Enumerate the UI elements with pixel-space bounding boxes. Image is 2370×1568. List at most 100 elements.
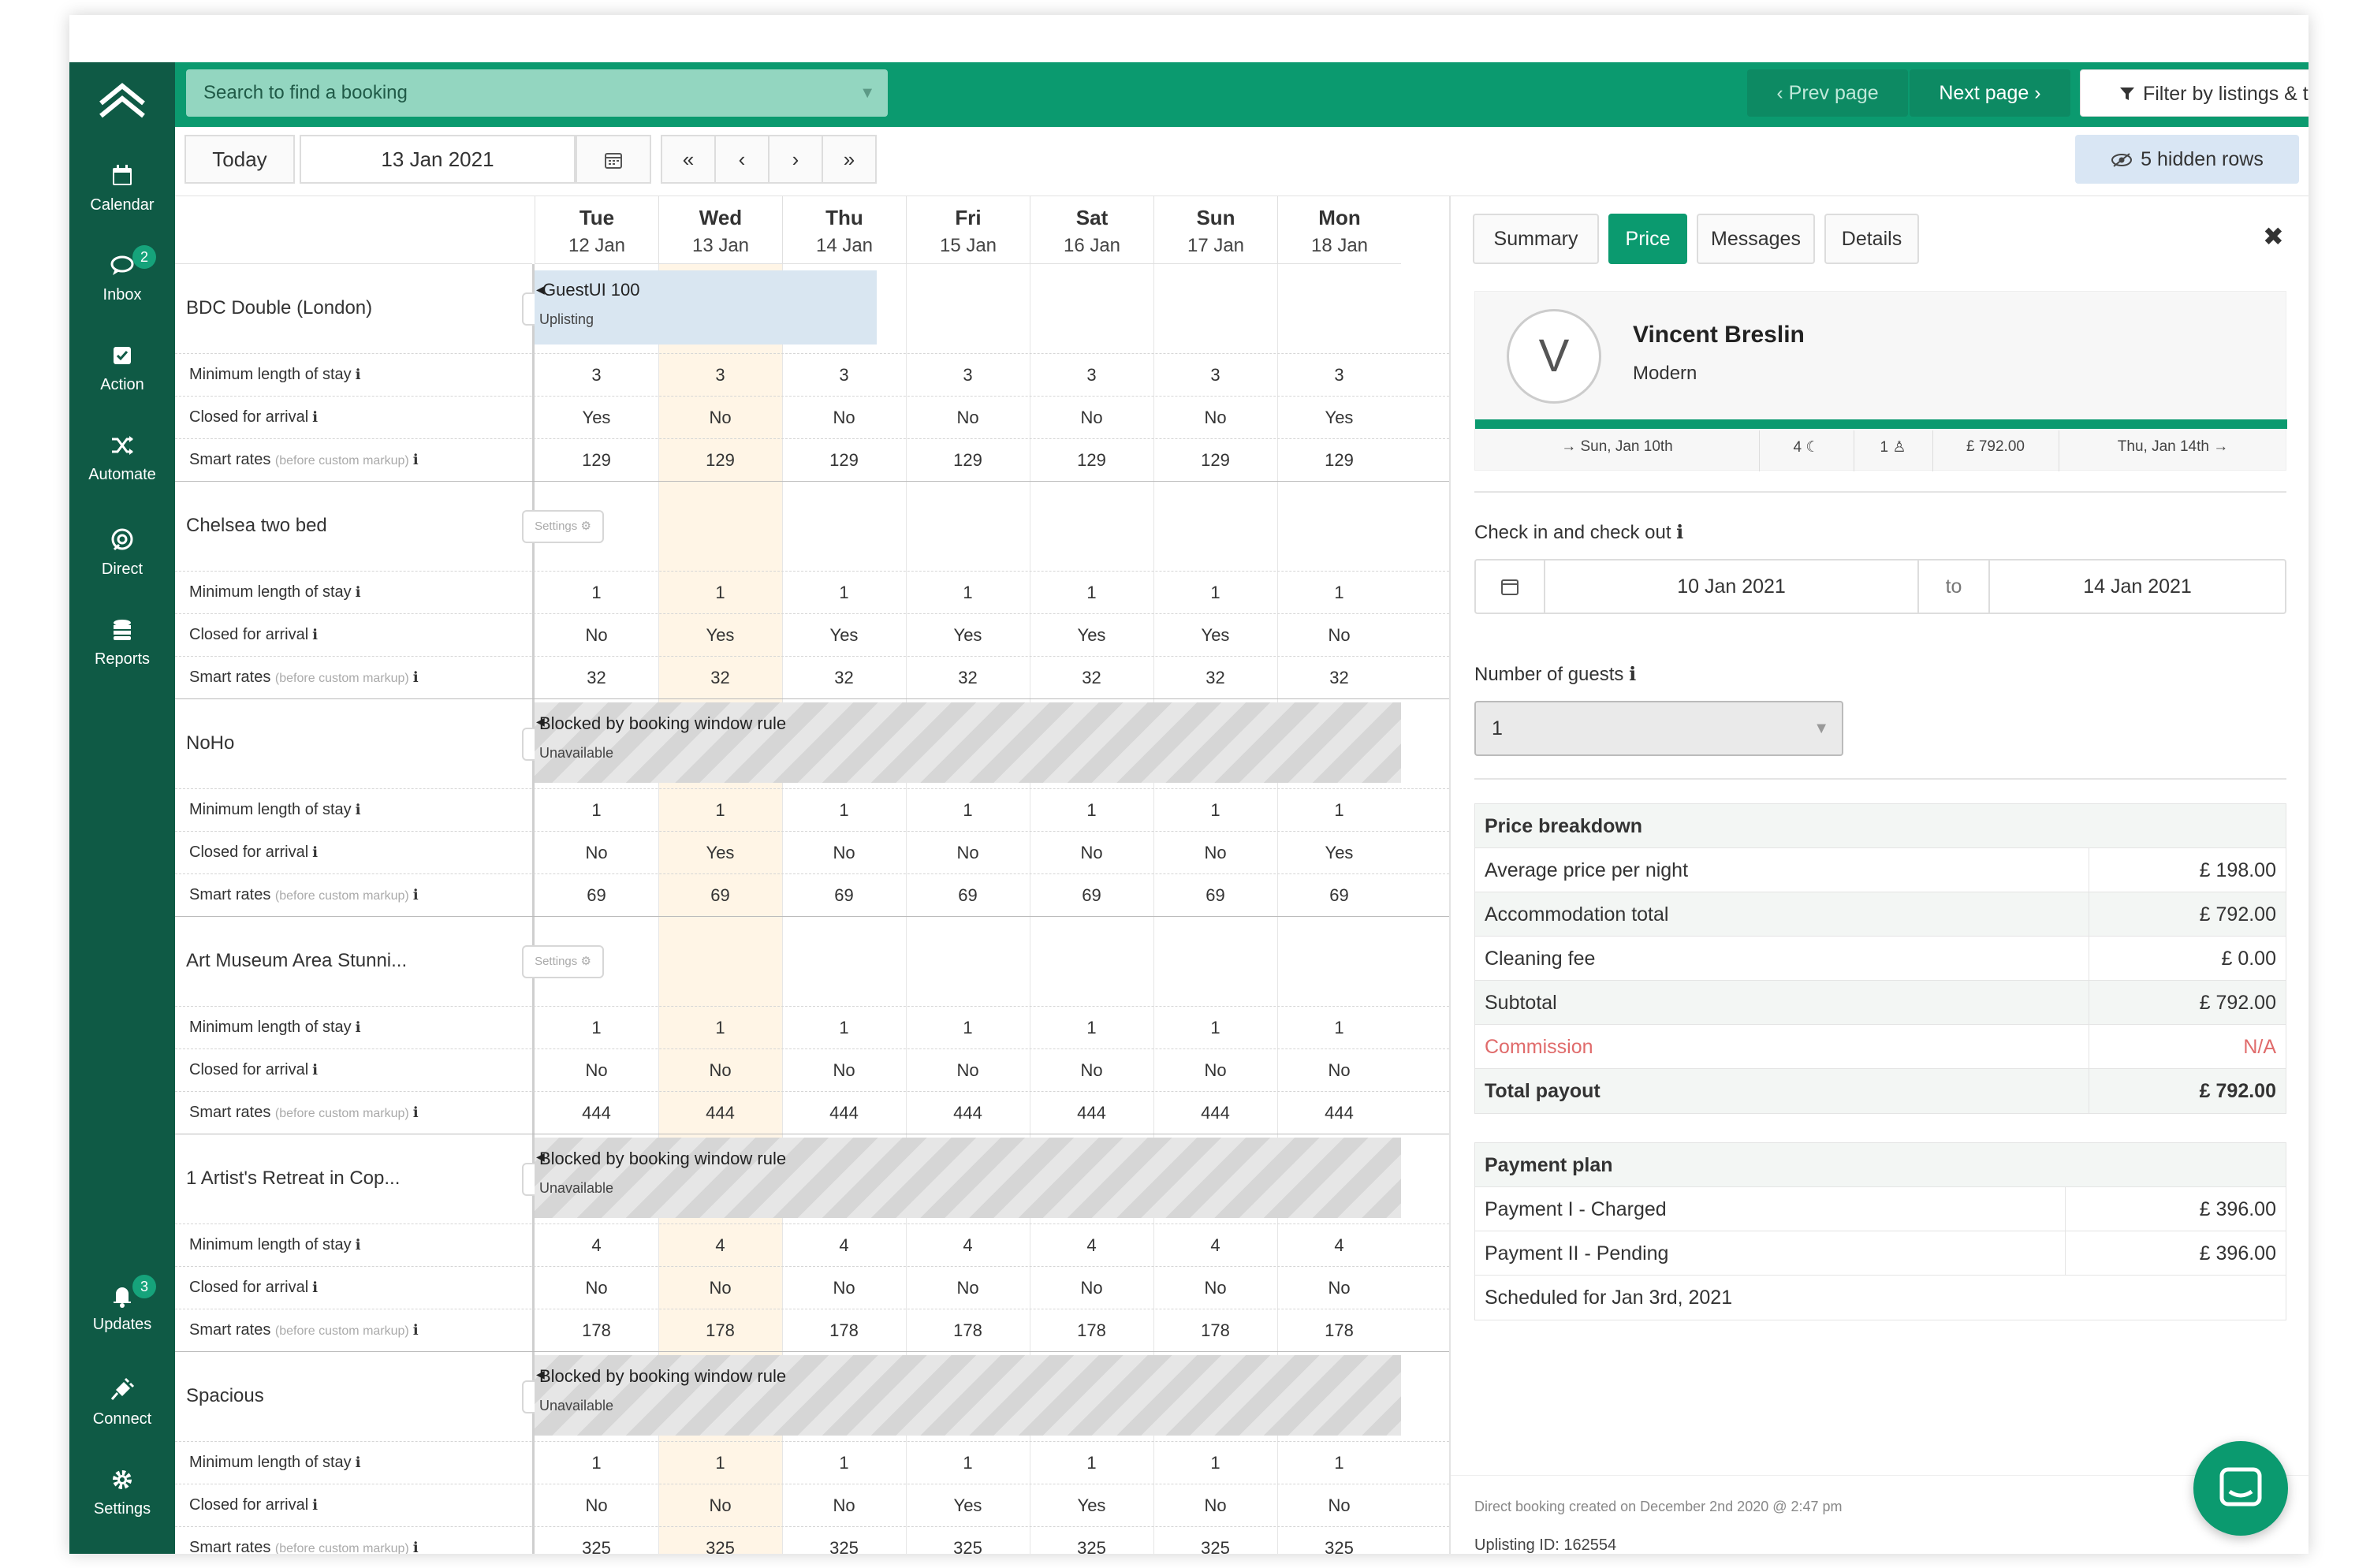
rate-cell[interactable]: No — [956, 408, 979, 427]
rate-cell[interactable]: 1 — [963, 1018, 973, 1037]
rate-cell[interactable]: Yes — [1077, 1495, 1106, 1515]
rate-cell[interactable]: 1 — [963, 1453, 973, 1473]
rate-cell[interactable]: 1 — [839, 583, 849, 602]
sidebar-item-calendar[interactable]: Calendar — [69, 162, 175, 214]
rate-cell[interactable]: 3 — [963, 365, 973, 385]
rate-cell[interactable]: 69 — [1082, 885, 1101, 905]
rate-cell[interactable]: 129 — [582, 450, 611, 470]
nav-next-button[interactable]: › — [768, 135, 823, 184]
rate-cell[interactable]: 1 — [963, 800, 973, 820]
rate-cell[interactable]: No — [956, 843, 979, 862]
rate-cell[interactable]: 4 — [1334, 1235, 1344, 1255]
calendar-picker-button[interactable] — [576, 135, 651, 184]
rate-cell[interactable]: Yes — [1325, 408, 1354, 427]
rate-cell[interactable]: No — [956, 1060, 979, 1080]
checkin-date-field[interactable]: 10 Jan 2021 — [1545, 561, 1919, 613]
rate-cell[interactable]: 3 — [1086, 365, 1097, 385]
date-picker-field[interactable]: 13 Jan 2021 — [300, 135, 576, 184]
day-header[interactable]: Sat 16 Jan — [1030, 196, 1153, 264]
rate-cell[interactable]: Yes — [1077, 625, 1106, 645]
calendar-icon[interactable] — [1476, 561, 1545, 613]
tab-summary[interactable]: Summary — [1473, 214, 1599, 264]
sidebar-item-connect[interactable]: Connect — [69, 1376, 175, 1428]
rate-cell[interactable]: 1 — [715, 800, 725, 820]
day-header[interactable]: Sun 17 Jan — [1153, 196, 1277, 264]
sidebar-item-reports[interactable]: Reports — [69, 616, 175, 669]
rate-cell[interactable]: No — [585, 1495, 608, 1515]
rate-cell[interactable]: 444 — [953, 1103, 982, 1123]
nav-prev-button[interactable]: ‹ — [714, 135, 770, 184]
rate-cell[interactable]: No — [1204, 408, 1227, 427]
rate-cell[interactable]: No — [1204, 1495, 1227, 1515]
rate-cell[interactable]: 1 — [715, 1453, 725, 1473]
rate-cell[interactable]: 1 — [715, 1018, 725, 1037]
rate-cell[interactable]: 1 — [591, 1018, 602, 1037]
rate-cell[interactable]: No — [1204, 843, 1227, 862]
filter-button[interactable]: Filter by listings & tags — [2080, 69, 2309, 117]
nav-last-button[interactable]: » — [822, 135, 877, 184]
rate-cell[interactable]: 325 — [1325, 1538, 1354, 1554]
rate-cell[interactable]: No — [1204, 1060, 1227, 1080]
rate-cell[interactable]: No — [709, 1278, 732, 1298]
rate-cell[interactable]: No — [833, 408, 855, 427]
rate-cell[interactable]: 1 — [591, 1453, 602, 1473]
logo-icon[interactable] — [95, 78, 150, 125]
rate-cell[interactable]: 1 — [1210, 583, 1220, 602]
rate-cell[interactable]: 178 — [1077, 1320, 1106, 1340]
rate-cell[interactable]: 1 — [1334, 583, 1344, 602]
rate-cell[interactable]: 178 — [1325, 1320, 1354, 1340]
rate-cell[interactable]: Yes — [1201, 625, 1230, 645]
today-button[interactable]: Today — [184, 135, 295, 184]
rate-cell[interactable]: 32 — [710, 668, 730, 687]
booking-bar[interactable]: ◀ GuestUI 100 Uplisting — [535, 270, 877, 345]
rate-cell[interactable]: 325 — [1077, 1538, 1106, 1554]
rate-cell[interactable]: Yes — [1325, 843, 1354, 862]
rate-cell[interactable]: 3 — [1210, 365, 1220, 385]
rate-cell[interactable]: No — [833, 1060, 855, 1080]
rate-cell[interactable]: 129 — [829, 450, 859, 470]
rate-cell[interactable]: 1 — [591, 583, 602, 602]
rate-cell[interactable]: 1 — [839, 1453, 849, 1473]
blocked-bar[interactable]: ◀ Blocked by booking window rule Unavailab… — [535, 1355, 1401, 1436]
rate-cell[interactable]: 444 — [706, 1103, 735, 1123]
tab-details[interactable]: Details — [1824, 214, 1919, 264]
rate-cell[interactable]: No — [1080, 1278, 1103, 1298]
search-input[interactable]: Search to find a booking ▼ — [186, 69, 888, 117]
rate-cell[interactable]: 1 — [1086, 583, 1097, 602]
rate-cell[interactable]: No — [833, 1278, 855, 1298]
listing-name[interactable]: Art Museum Area Stunni... — [186, 950, 408, 971]
rate-cell[interactable]: No — [1080, 843, 1103, 862]
sidebar-item-automate[interactable]: Automate — [69, 431, 175, 484]
rate-cell[interactable]: 1 — [1334, 800, 1344, 820]
day-header[interactable]: Fri 15 Jan — [906, 196, 1030, 264]
rate-cell[interactable]: 32 — [1205, 668, 1225, 687]
sidebar-item-inbox[interactable]: Inbox 2 — [69, 245, 175, 304]
rate-cell[interactable]: No — [1080, 1060, 1103, 1080]
rate-cell[interactable]: 3 — [839, 365, 849, 385]
tab-messages[interactable]: Messages — [1697, 214, 1815, 264]
nav-first-button[interactable]: « — [661, 135, 716, 184]
rate-cell[interactable]: 4 — [591, 1235, 602, 1255]
listing-settings-button[interactable]: Settings ⚙ — [522, 510, 604, 543]
rate-cell[interactable]: 444 — [1077, 1103, 1106, 1123]
hidden-rows-button[interactable]: 5 hidden rows — [2075, 135, 2299, 184]
rate-cell[interactable]: 4 — [839, 1235, 849, 1255]
rate-cell[interactable]: 1 — [963, 583, 973, 602]
chat-launcher-button[interactable] — [2193, 1441, 2288, 1536]
listing-name[interactable]: NoHo — [186, 732, 235, 754]
day-header[interactable]: Thu 14 Jan — [782, 196, 906, 264]
rate-cell[interactable]: 32 — [1329, 668, 1349, 687]
rate-cell[interactable]: 1 — [1210, 800, 1220, 820]
rate-cell[interactable]: 178 — [1201, 1320, 1230, 1340]
rate-cell[interactable]: 1 — [1334, 1018, 1344, 1037]
rate-cell[interactable]: No — [709, 408, 732, 427]
day-header[interactable]: Tue 12 Jan — [535, 196, 658, 264]
rate-cell[interactable]: No — [956, 1278, 979, 1298]
rate-cell[interactable]: 325 — [582, 1538, 611, 1554]
rate-cell[interactable]: 178 — [582, 1320, 611, 1340]
rate-cell[interactable]: 32 — [834, 668, 854, 687]
blocked-bar[interactable]: ◀ Blocked by booking window rule Unavailab… — [535, 1138, 1401, 1218]
rate-cell[interactable]: 444 — [829, 1103, 859, 1123]
rate-cell[interactable]: No — [585, 1060, 608, 1080]
rate-cell[interactable]: 1 — [1210, 1018, 1220, 1037]
